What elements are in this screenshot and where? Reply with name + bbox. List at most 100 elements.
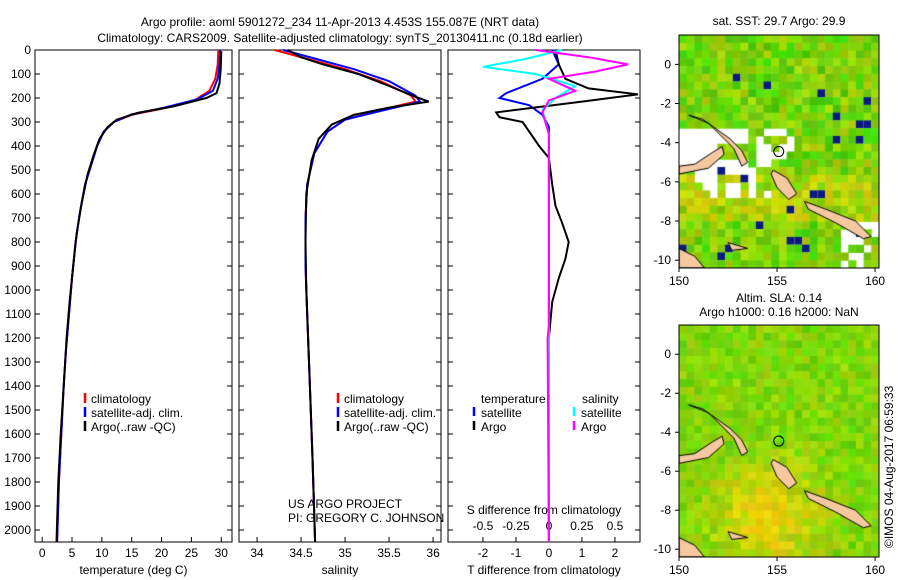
x-tick-label: 0 [546,546,553,560]
y-tick-label: 900 [11,259,31,273]
map-x-tick-label: 160 [865,563,885,577]
argo-float-marker-icon [773,146,785,158]
x-tick-label: 2 [612,546,619,560]
map-y-tick-label: -10 [654,542,672,556]
series-line-temperature-satellite [497,49,561,542]
series-line-satellite-adj-clim- [283,49,422,543]
y-tick-label: 1000 [4,283,31,297]
map-y-tick-label: -6 [660,175,671,189]
map-x-tick-label: 150 [669,274,689,288]
y-tick-label: 200 [11,91,31,105]
x-tick-label: 30 [215,546,229,560]
map-x-tick-label: 155 [767,563,787,577]
plot-frame-0 [34,49,233,543]
credit-line-2: PI: GREGORY C. JOHNSON [288,511,444,525]
map-x-tick-label: 155 [767,274,787,288]
map-title: sat. SST: 29.7 Argo: 29.9 [713,14,846,28]
map-y-tick-label: -2 [660,97,671,111]
y-tick-label: 1500 [4,403,31,417]
series-line-climatology [274,49,418,543]
map-frame-1 [678,324,880,558]
credit-line-1: US ARGO PROJECT [288,497,403,511]
y-tick-label: 1900 [4,499,31,513]
plot-frame-1 [238,49,442,543]
series-line-salinity-satellite [482,49,578,542]
map-subtitle: Argo h1000: 0.16 h2000: NaN [699,305,858,319]
sla-map-image [679,325,879,557]
y-tick-label: 0 [24,43,31,57]
series-line-argo-raw-qc- [55,51,223,543]
y-tick-label: 300 [11,115,31,129]
series-line-satellite-adj-clim- [56,49,222,543]
legend-label: satellite-adj. clim. [91,406,183,420]
y-tick-label: 1100 [5,307,31,321]
map-y-tick-label: -10 [654,253,672,267]
y-tick-label: 1300 [4,355,31,369]
plot-frame-2 [447,49,641,543]
map-frame-0 [678,34,880,269]
x-tick-label: 25 [185,546,199,560]
y-tick-label: 1400 [4,379,31,393]
legend-label: satellite [481,406,522,420]
y-tick-label: 1600 [4,427,31,441]
x-tick-label: 20 [155,546,169,560]
x2-tick-label: -0.25 [502,519,530,533]
legend-title-salinity: salinity [582,392,619,406]
map-y-tick-label: -6 [660,464,671,478]
series-line-argo-raw-qc- [287,49,430,543]
map-y-tick-label: 0 [664,57,671,71]
x2-tick-label: 0.25 [570,519,594,533]
x-tick-label: 34.5 [289,546,313,560]
x-tick-label: 34 [250,546,264,560]
x-axis-label: salinity [322,563,359,577]
x-tick-label: 15 [125,546,139,560]
map-y-tick-label: -2 [660,386,671,400]
legend-label: satellite [581,406,622,420]
map-y-tick-label: 0 [664,347,671,361]
title-line-2: Climatology: CARS2009. Satellite-adjuste… [97,31,582,45]
y-tick-label: 800 [11,235,31,249]
x-tick-label: 35 [338,546,352,560]
x-tick-label: 36 [426,546,440,560]
map-y-tick-label: -4 [660,136,671,150]
y-tick-label: 1700 [4,451,31,465]
y-tick-label: 600 [11,187,31,201]
series-line-salinity-argo [535,49,629,543]
legend-label: Argo [481,420,507,434]
x2-axis-label: S difference from climatology [467,503,622,517]
title-line-1: Argo profile: aoml 5901272_234 11-Apr-20… [141,15,539,29]
x2-tick-label: 0.5 [607,519,624,533]
x2-tick-label: -0.5 [473,519,494,533]
map-x-tick-label: 150 [669,563,689,577]
x-tick-label: 0 [39,546,46,560]
map-title: Altim. SLA: 0.14 [736,291,822,305]
x-axis-label: T difference from climatology [467,563,621,577]
legend-title-temperature: temperature [481,392,546,406]
x-tick-label: -2 [478,546,489,560]
map-x-tick-label: 160 [865,274,885,288]
y-tick-label: 500 [11,163,31,177]
y-tick-label: 1200 [4,331,31,345]
y-tick-label: 1800 [4,475,31,489]
sst-map-image [679,35,879,268]
y-tick-label: 2000 [4,523,31,537]
legend-label: satellite-adj. clim. [344,406,436,420]
x-tick-label: 10 [95,546,109,560]
x-tick-label: -1 [511,546,522,560]
y-tick-label: 400 [11,139,31,153]
x-axis-label: temperature (deg C) [79,563,187,577]
series-line-temperature-argo [494,49,639,542]
x-tick-label: 35.5 [377,546,401,560]
map-y-tick-label: -4 [660,425,671,439]
legend-label: climatology [344,392,404,406]
x-tick-label: 1 [579,546,586,560]
x-tick-label: 5 [69,546,76,560]
legend-label: Argo(..raw -QC) [91,420,176,434]
legend-label: climatology [91,392,151,406]
argo-float-marker-icon [773,435,785,447]
legend-label: Argo [581,420,607,434]
series-line-climatology [56,49,220,543]
map-y-tick-label: -8 [660,503,671,517]
